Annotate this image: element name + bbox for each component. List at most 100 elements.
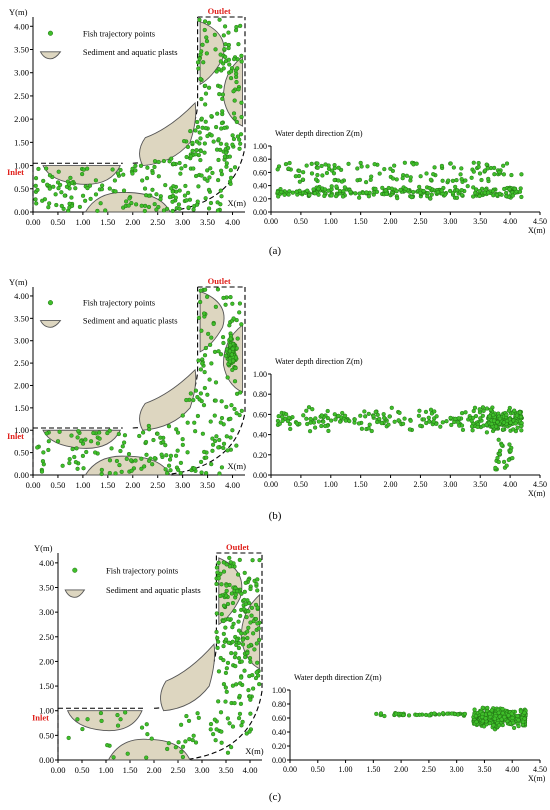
fish-point [122, 433, 128, 438]
fish-point [146, 204, 152, 210]
fish-point [477, 171, 483, 176]
fish-point [380, 185, 385, 190]
fish-point [125, 751, 130, 756]
fish-point [217, 471, 222, 476]
fish-point [255, 605, 260, 610]
fish-point [62, 193, 67, 198]
fish-point [59, 203, 64, 209]
fish-point [57, 429, 62, 434]
fish-point [236, 42, 241, 47]
fish-point [187, 197, 193, 202]
fish-point [225, 750, 231, 755]
fish-point [500, 706, 505, 712]
fish-point [455, 712, 461, 717]
fish-point [516, 724, 521, 729]
fish-point [471, 160, 476, 165]
fish-point [207, 175, 212, 180]
side-x-tick-label: 4.00 [503, 217, 517, 226]
fish-point [176, 467, 181, 472]
fish-point [358, 413, 363, 418]
side-y-tick-label: 1.00 [253, 370, 267, 379]
fish-point [352, 417, 357, 422]
side-y-tick-label: 0.20 [253, 451, 267, 460]
fish-point [247, 674, 252, 679]
fish-point [363, 414, 368, 419]
fish-point [493, 424, 499, 429]
fish-point [46, 205, 51, 210]
side-x-tick-label: 2.00 [384, 217, 398, 226]
fish-point [205, 294, 210, 299]
fish-point [279, 189, 284, 195]
fish-point [190, 140, 195, 146]
fish-point [56, 186, 61, 191]
fish-point [218, 59, 223, 64]
fish-point [209, 133, 214, 138]
fish-point [277, 421, 282, 426]
legend-fish-marker [72, 567, 78, 573]
fish-point [202, 353, 208, 358]
fish-point [346, 161, 351, 166]
fish-point [144, 755, 149, 760]
plan-y-tick-label: 2.50 [14, 91, 29, 101]
fish-point [472, 405, 478, 410]
fish-point [230, 724, 236, 729]
fish-point [195, 124, 201, 130]
fish-point [304, 408, 309, 413]
fish-point [198, 391, 203, 396]
fish-point [223, 302, 228, 307]
fish-point [204, 455, 209, 460]
fish-point [421, 417, 427, 422]
fish-point [491, 412, 496, 418]
fish-point [203, 91, 209, 96]
legend-fish-marker [47, 300, 54, 306]
fish-point [348, 189, 353, 195]
fish-point [33, 176, 39, 181]
fish-point [156, 174, 161, 179]
fish-point [164, 453, 169, 458]
fish-point [226, 45, 231, 51]
fish-point [234, 411, 239, 416]
side-y-tick-label: 0.40 [253, 182, 267, 191]
fish-point [209, 361, 214, 366]
fish-point [510, 193, 515, 198]
plan-y-tick-label: 2.00 [39, 656, 54, 666]
fish-point [221, 603, 227, 608]
fish-point [97, 430, 102, 435]
side-x-tick-label: 2.00 [394, 765, 408, 774]
channel-outer-wall [60, 553, 263, 761]
fish-point [509, 172, 514, 178]
fish-point [484, 406, 490, 411]
fish-point [237, 310, 242, 315]
fish-point [173, 745, 178, 750]
fish-point [216, 445, 221, 450]
fish-point [231, 316, 236, 321]
plan-y-tick-label: 1.50 [14, 137, 29, 147]
fish-point [513, 421, 518, 426]
fish-point [237, 557, 242, 563]
fish-point [221, 441, 227, 446]
fish-point [214, 434, 219, 439]
fish-point [340, 194, 346, 199]
fish-point [408, 418, 413, 423]
fish-point [219, 465, 225, 470]
fish-point [199, 470, 204, 475]
fish-point [235, 572, 241, 577]
fish-point [252, 647, 257, 652]
fish-point [219, 729, 224, 734]
side-x-tick-label: 3.50 [473, 480, 487, 489]
fish-point [414, 712, 420, 718]
fish-point [201, 403, 207, 408]
fish-point [142, 464, 147, 469]
fish-point [341, 188, 346, 194]
fish-point [506, 408, 512, 413]
fish-point [150, 170, 155, 176]
panel-caption: (c) [269, 791, 282, 803]
fish-point [215, 635, 220, 641]
fish-point [382, 166, 387, 172]
fish-point [77, 204, 83, 210]
fish-point [180, 754, 186, 760]
fish-point [54, 202, 59, 208]
fish-point [166, 741, 171, 746]
fish-point [402, 416, 407, 421]
fish-point [58, 182, 63, 188]
